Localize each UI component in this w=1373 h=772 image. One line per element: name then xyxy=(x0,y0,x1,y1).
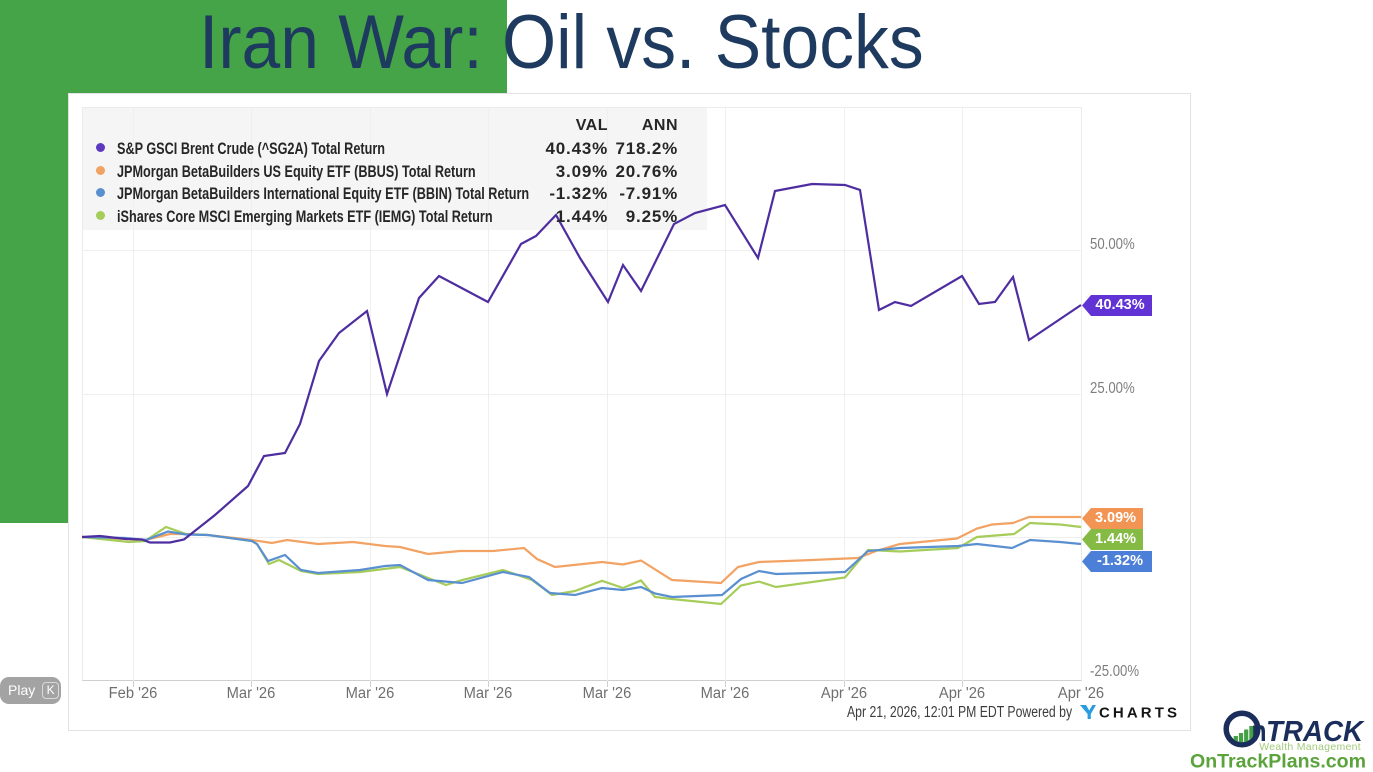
svg-text:TRACK: TRACK xyxy=(1266,716,1365,748)
svg-text:CHARTS: CHARTS xyxy=(1099,705,1180,722)
svg-text:OnTrackPlans.com: OnTrackPlans.com xyxy=(1190,752,1366,772)
svg-text:n: n xyxy=(1252,715,1267,748)
svg-text:Wealth Management: Wealth Management xyxy=(1259,741,1361,753)
